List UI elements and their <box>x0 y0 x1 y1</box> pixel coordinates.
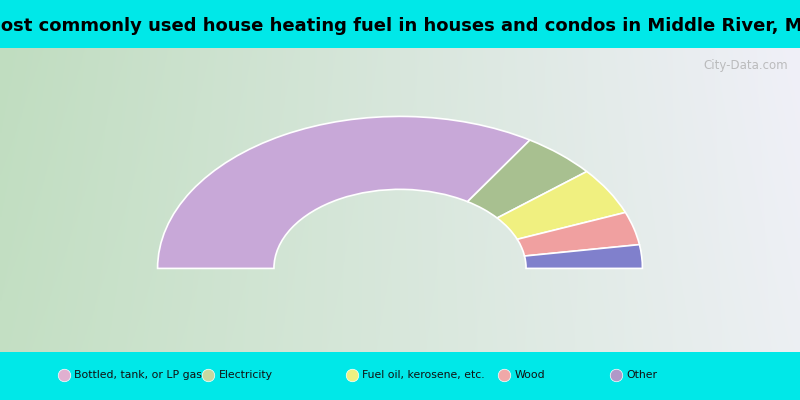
Wedge shape <box>158 116 530 268</box>
Wedge shape <box>518 212 639 256</box>
Text: Wood: Wood <box>514 370 545 380</box>
Text: Fuel oil, kerosene, etc.: Fuel oil, kerosene, etc. <box>362 370 485 380</box>
Wedge shape <box>467 140 586 218</box>
Wedge shape <box>525 245 642 268</box>
Wedge shape <box>497 172 626 239</box>
Text: Electricity: Electricity <box>218 370 272 380</box>
Text: Other: Other <box>626 370 658 380</box>
Text: Bottled, tank, or LP gas: Bottled, tank, or LP gas <box>74 370 202 380</box>
Text: Most commonly used house heating fuel in houses and condos in Middle River, MN: Most commonly used house heating fuel in… <box>0 17 800 35</box>
Text: City-Data.com: City-Data.com <box>703 59 788 72</box>
